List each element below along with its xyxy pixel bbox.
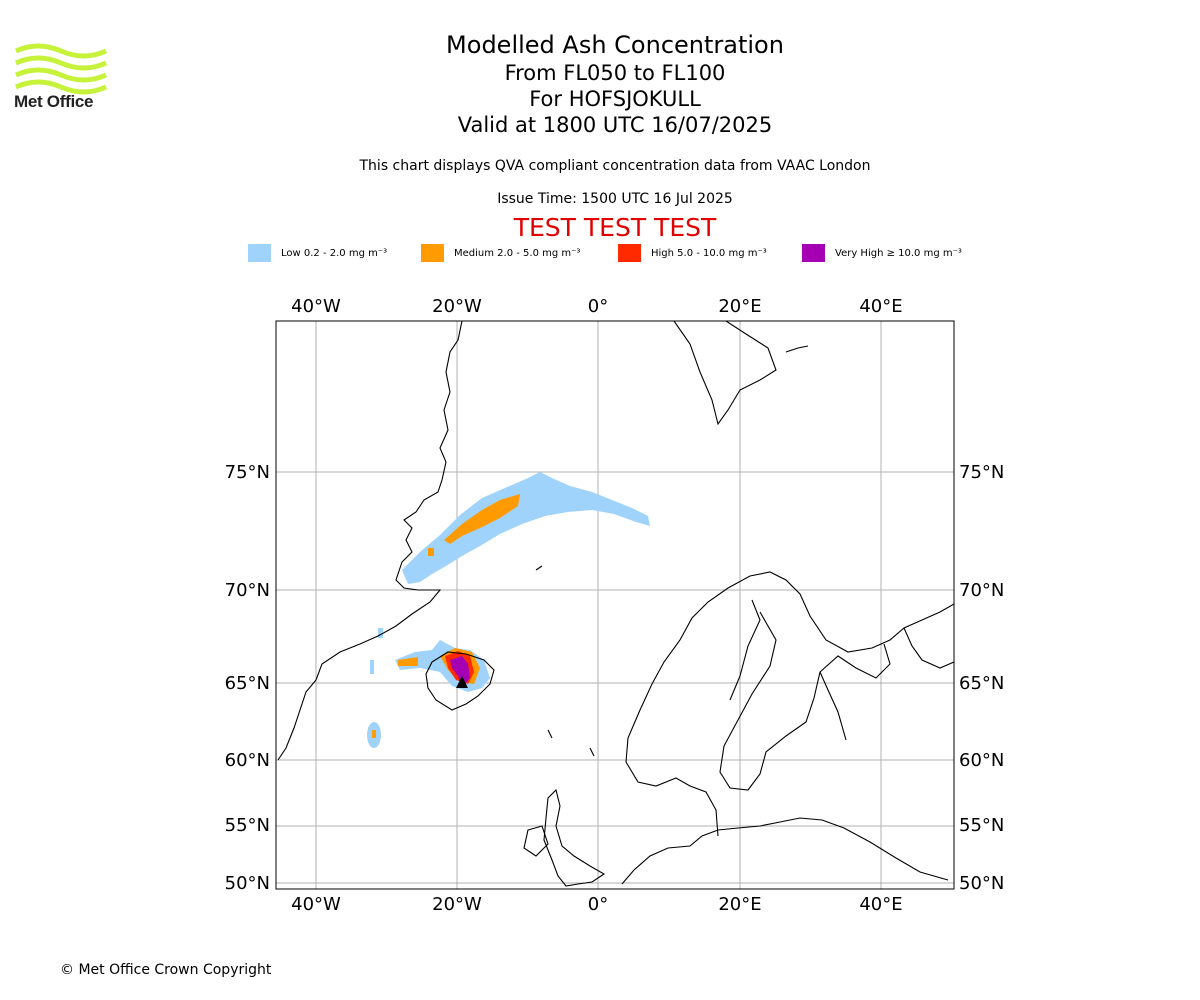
lon-tick-top-40w: 40°W [291,296,341,317]
legend-label-high: High 5.0 - 10.0 mg m⁻³ [651,247,767,259]
lon-tick-top-40e: 40°E [859,296,902,317]
lat-tick-right-70n: 70°N [959,580,1004,601]
legend-swatch-low [248,244,271,262]
lon-tick-top-20e: 20°E [718,296,761,317]
ash-very-high-areas [450,656,470,688]
test-banner: TEST TEST TEST [513,213,717,242]
lat-tick-left-50n: 50°N [225,873,270,894]
issue-time: Issue Time: 1500 UTC 16 Jul 2025 [497,191,733,207]
lon-tick-bottom-20e: 20°E [718,894,761,915]
volcano-marker [456,676,468,688]
volcano-name: For HOFSJOKULL [529,87,701,111]
chart-title: Modelled Ash Concentration [446,31,784,59]
legend-swatch-high [618,244,641,262]
logo-text: Met Office [14,92,94,111]
legend-item-medium: Medium 2.0 - 5.0 mg m⁻³ [421,244,580,262]
lon-tick-top-0: 0° [588,296,608,317]
lon-tick-bottom-0: 0° [588,894,608,915]
lat-tick-left-55n: 55°N [225,815,270,836]
valid-time: Valid at 1800 UTC 16/07/2025 [457,113,773,137]
lat-tick-left-65n: 65°N [225,673,270,694]
title-block: Modelled Ash Concentration From FL050 to… [315,30,915,138]
lat-tick-left-75n: 75°N [225,462,270,483]
ash-low-areas [367,472,650,748]
lat-tick-right-75n: 75°N [959,462,1004,483]
lon-tick-top-20w: 20°W [432,296,482,317]
level-range: From FL050 to FL100 [504,61,726,85]
lat-tick-right-60n: 60°N [959,750,1004,771]
lat-tick-right-65n: 65°N [959,673,1004,694]
legend-item-very-high: Very High ≥ 10.0 mg m⁻³ [802,244,962,262]
map-frame [275,320,955,890]
legend-label-very-high: Very High ≥ 10.0 mg m⁻³ [835,247,962,259]
met-office-logo [14,43,108,95]
lon-tick-bottom-20w: 20°W [432,894,482,915]
lat-tick-right-55n: 55°N [959,815,1004,836]
lat-tick-left-70n: 70°N [225,580,270,601]
legend-label-medium: Medium 2.0 - 5.0 mg m⁻³ [454,247,581,259]
lat-tick-right-50n: 50°N [959,873,1004,894]
copyright-notice: © Met Office Crown Copyright [60,962,272,978]
gridlines [276,321,954,889]
legend-item-low: Low 0.2 - 2.0 mg m⁻³ [248,244,387,262]
chart-subtitle: This chart displays QVA compliant concen… [359,158,871,174]
legend-item-high: High 5.0 - 10.0 mg m⁻³ [618,244,767,262]
legend-swatch-medium [421,244,444,262]
lon-tick-bottom-40w: 40°W [291,894,341,915]
lon-tick-bottom-40e: 40°E [859,894,902,915]
lat-tick-left-60n: 60°N [225,750,270,771]
legend-swatch-very-high [802,244,825,262]
map-area [276,321,954,889]
legend-label-low: Low 0.2 - 2.0 mg m⁻³ [281,247,388,259]
coastlines [277,321,954,887]
